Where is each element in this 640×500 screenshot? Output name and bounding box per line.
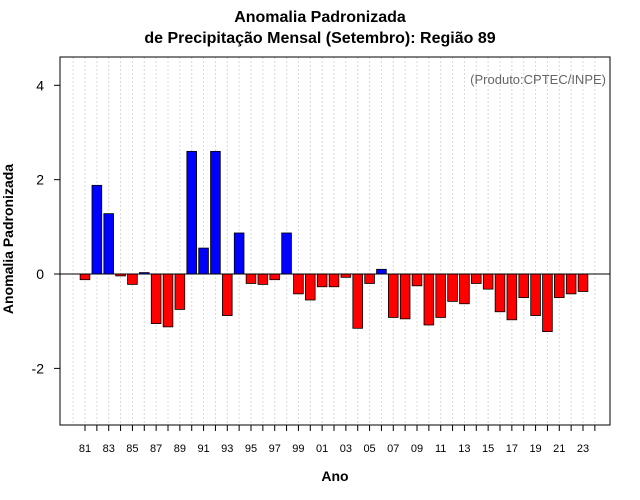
- y-tick-label: -2: [32, 360, 45, 376]
- bar-04: [352, 273, 363, 329]
- bar-83: [103, 213, 114, 275]
- bar-00: [305, 273, 316, 301]
- y-tick-label: 0: [36, 266, 44, 282]
- bar-08: [399, 273, 411, 320]
- vertical-gridlines: [72, 57, 596, 425]
- bar-13: [459, 273, 470, 305]
- x-tick-label: 87: [150, 443, 162, 455]
- x-tick-label: 05: [363, 443, 375, 455]
- x-tick-label: 93: [221, 443, 233, 455]
- bar-90: [186, 150, 197, 275]
- bar-20: [542, 273, 553, 332]
- y-axis: -2 0 2 4: [32, 77, 60, 376]
- bar-09: [411, 273, 423, 287]
- x-axis-label: Ano: [321, 468, 348, 484]
- bar-88: [162, 273, 174, 328]
- x-tick-label: 81: [79, 443, 91, 455]
- bar-16: [494, 273, 506, 313]
- x-tick-label: 91: [197, 443, 209, 455]
- x-tick-label: 09: [411, 443, 423, 455]
- x-axis: 81 83 85 87 89 91 93 95 97 99 01 03 05 07 09 11 13 15 17 19…: [79, 425, 596, 455]
- x-tick-label: 21: [553, 443, 565, 455]
- chart-title: Anomalia Padronizada: [234, 9, 406, 26]
- bar-02: [328, 273, 340, 288]
- bar-87: [150, 273, 162, 324]
- plot-frame: [59, 56, 611, 426]
- y-tick-label: 4: [36, 77, 44, 93]
- x-tick-label: 17: [506, 443, 518, 455]
- x-tick-label: 99: [292, 443, 304, 455]
- source-annotation: (Produto:CPTEC/INPE): [470, 72, 606, 87]
- bar-06: [376, 268, 387, 275]
- x-tick-label: 13: [458, 443, 470, 455]
- bar-81: [79, 273, 91, 281]
- bar-21: [554, 273, 565, 299]
- bar-10: [423, 273, 435, 326]
- x-tick-label: 11: [435, 443, 446, 455]
- x-tick-label: 97: [269, 443, 281, 455]
- bar-98: [281, 232, 292, 275]
- bar-82: [91, 184, 103, 275]
- x-tick-label: 95: [245, 443, 257, 455]
- x-tick-label: 89: [174, 443, 186, 455]
- bar-01: [316, 273, 328, 288]
- bar-17: [506, 273, 518, 321]
- bar-19: [530, 273, 541, 316]
- bar-91: [198, 247, 209, 275]
- bar-12: [447, 273, 458, 302]
- bar-05: [364, 273, 375, 284]
- bar-23: [577, 273, 589, 292]
- x-tick-label: 07: [387, 443, 399, 455]
- bar-18: [518, 273, 529, 299]
- y-tick-label: 2: [36, 172, 44, 188]
- bar-11: [435, 273, 446, 318]
- bar-89: [174, 273, 186, 310]
- x-tick-label: 03: [340, 443, 352, 455]
- bar-97: [269, 273, 280, 281]
- x-tick-label: 19: [529, 443, 541, 455]
- y-axis-label: Anomalia Padronizada: [0, 164, 16, 314]
- bar-96: [257, 273, 269, 285]
- bar-85: [127, 273, 138, 285]
- bar-07: [388, 273, 399, 318]
- bar-94: [233, 232, 245, 275]
- x-tick-label: 15: [482, 443, 494, 455]
- chart-subtitle: de Precipitação Mensal (Setembro): Regiã…: [144, 30, 496, 47]
- x-tick-label: 01: [316, 443, 328, 455]
- x-tick-label: 23: [577, 443, 589, 455]
- bar-95: [245, 273, 257, 284]
- bar-15: [482, 273, 494, 290]
- x-tick-label: 85: [126, 443, 138, 455]
- x-tick-label: 83: [103, 443, 115, 455]
- bar-14: [471, 273, 482, 284]
- bar-22: [565, 273, 577, 295]
- bars: [79, 150, 589, 332]
- bar-92: [210, 150, 221, 275]
- bar-93: [222, 273, 233, 316]
- bar-99: [293, 273, 304, 295]
